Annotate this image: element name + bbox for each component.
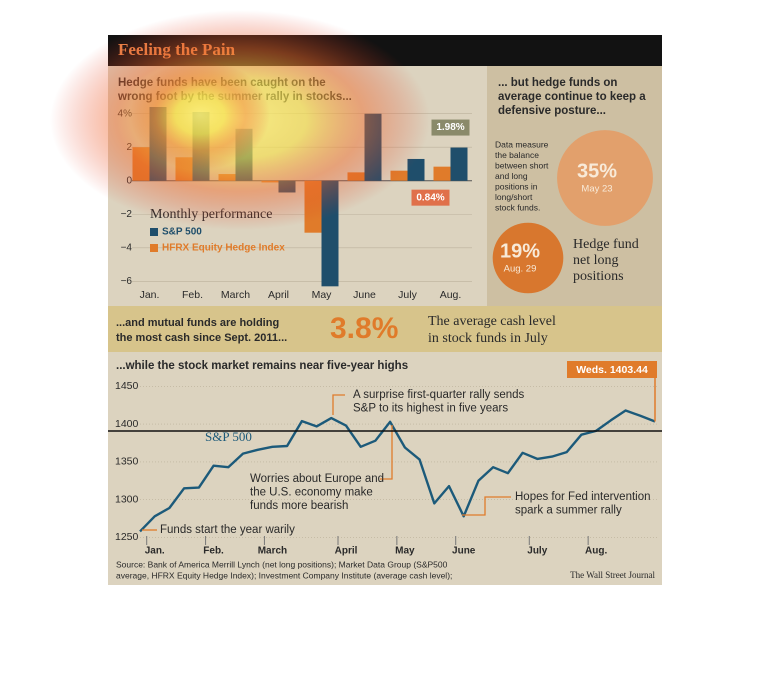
bubble-date: May 23 xyxy=(581,184,612,195)
x-tick-label: March xyxy=(258,546,287,557)
bubble xyxy=(557,130,653,226)
bar xyxy=(347,172,365,181)
x-tick-label: May xyxy=(312,289,333,301)
x-tick-label: April xyxy=(268,289,289,301)
value-label: 19% xyxy=(500,240,540,262)
annotation: funds more bearish xyxy=(250,500,348,512)
note: and long xyxy=(495,171,528,181)
source: average, HFRX Equity Hedge Index); Inves… xyxy=(116,570,452,580)
bar xyxy=(433,166,451,181)
subtitle: average continue to keep a xyxy=(498,91,646,103)
bar xyxy=(218,174,236,181)
x-tick-label: April xyxy=(335,546,358,557)
y-tick-label: 1300 xyxy=(115,493,139,505)
bar xyxy=(235,128,253,181)
subtitle: ...while the stock market remains near f… xyxy=(116,360,408,372)
title: Feeling the Pain xyxy=(118,40,236,59)
x-tick-label: Jan. xyxy=(140,289,160,301)
subtitle: defensive posture... xyxy=(498,105,606,117)
line xyxy=(139,409,656,533)
annotation-connector xyxy=(462,496,511,516)
bubble xyxy=(492,222,564,294)
value-label: 35% xyxy=(577,160,617,182)
x-tick-label: March xyxy=(221,289,250,301)
value-label: 0.84% xyxy=(416,192,444,203)
y-tick-label: 1350 xyxy=(115,456,139,468)
bubble-caption: Hedge fund xyxy=(573,237,639,252)
end-label: Weds. 1403.44 xyxy=(576,364,648,376)
x-tick-label: July xyxy=(527,546,547,557)
bar xyxy=(278,180,296,193)
bar xyxy=(364,113,382,181)
note: stock funds. xyxy=(495,202,540,212)
annotation-connector xyxy=(380,425,393,480)
bar xyxy=(407,158,425,181)
annotation: Hopes for Fed intervention xyxy=(515,491,651,503)
value-label-box xyxy=(431,119,470,136)
note: the balance xyxy=(495,150,539,160)
bar xyxy=(132,147,150,181)
cash-lead: the most cash since Sept. 2011... xyxy=(116,332,287,344)
y-tick-label: 2 xyxy=(126,142,132,153)
bar xyxy=(390,170,408,181)
bar xyxy=(321,180,339,287)
bubble-date: Aug. 29 xyxy=(504,264,537,275)
bar xyxy=(175,157,193,181)
annotation: S&P to its highest in five years xyxy=(353,403,508,415)
legend-swatch xyxy=(150,244,158,252)
series-label: S&P 500 xyxy=(205,429,252,444)
annotation: spark a summer rally xyxy=(515,505,622,517)
y-tick-label: 1450 xyxy=(115,380,139,392)
annotation: Worries about Europe and xyxy=(250,473,384,485)
bubble-caption: net long xyxy=(573,253,619,268)
annotation: A surprise first-quarter rally sends xyxy=(353,389,525,401)
bubble-caption: positions xyxy=(573,269,624,284)
x-tick-label: Feb. xyxy=(203,546,224,557)
y-tick-label: 1250 xyxy=(115,531,139,543)
cash-text: in stock funds in July xyxy=(428,331,548,346)
credit: The Wall Street Journal xyxy=(570,570,655,580)
cash-text: The average cash level xyxy=(428,314,556,329)
subtitle: Hedge funds have been caught on the xyxy=(118,77,326,89)
y-tick-label: −4 xyxy=(121,242,133,253)
bar xyxy=(450,147,468,181)
note: positions in xyxy=(495,181,538,191)
x-tick-label: Feb. xyxy=(182,289,203,301)
end-label-box xyxy=(567,361,657,378)
x-tick-label: Aug. xyxy=(440,289,462,301)
bar xyxy=(261,180,279,183)
x-tick-label: Jan. xyxy=(145,546,165,557)
note: Data measure xyxy=(495,139,549,149)
cash-value: 3.8% xyxy=(330,312,398,345)
y-tick-label: −6 xyxy=(121,276,133,287)
y-tick-label: 1400 xyxy=(115,418,139,430)
x-tick-label: June xyxy=(452,546,476,557)
source: Source: Bank of America Merrill Lynch (n… xyxy=(116,559,448,569)
bar xyxy=(304,180,322,233)
cash-lead: ...and mutual funds are holding xyxy=(116,317,279,329)
annotation-connector xyxy=(332,394,345,415)
legend-title: Monthly performance xyxy=(150,207,272,222)
x-tick-label: Aug. xyxy=(585,546,607,557)
bar xyxy=(192,112,210,181)
y-tick-label: 0 xyxy=(126,175,132,186)
note: between short xyxy=(495,160,549,170)
legend-label: HFRX Equity Hedge Index xyxy=(162,243,285,254)
legend-label: S&P 500 xyxy=(162,227,202,238)
subtitle: ... but hedge funds on xyxy=(498,77,617,89)
note: long/short xyxy=(495,192,533,202)
annotation: Funds start the year warily xyxy=(160,524,295,536)
y-tick-label: 4% xyxy=(118,108,133,119)
annotation: the U.S. economy make xyxy=(250,487,373,499)
x-tick-label: July xyxy=(398,289,417,301)
subtitle: wrong foot by the summer rally in stocks… xyxy=(117,91,352,103)
legend-swatch xyxy=(150,228,158,236)
cash-band xyxy=(108,306,662,352)
bar xyxy=(149,107,167,181)
y-tick-label: −2 xyxy=(121,209,133,220)
value-label: 1.98% xyxy=(436,122,464,133)
x-tick-label: June xyxy=(353,289,376,301)
x-tick-label: May xyxy=(395,546,415,557)
